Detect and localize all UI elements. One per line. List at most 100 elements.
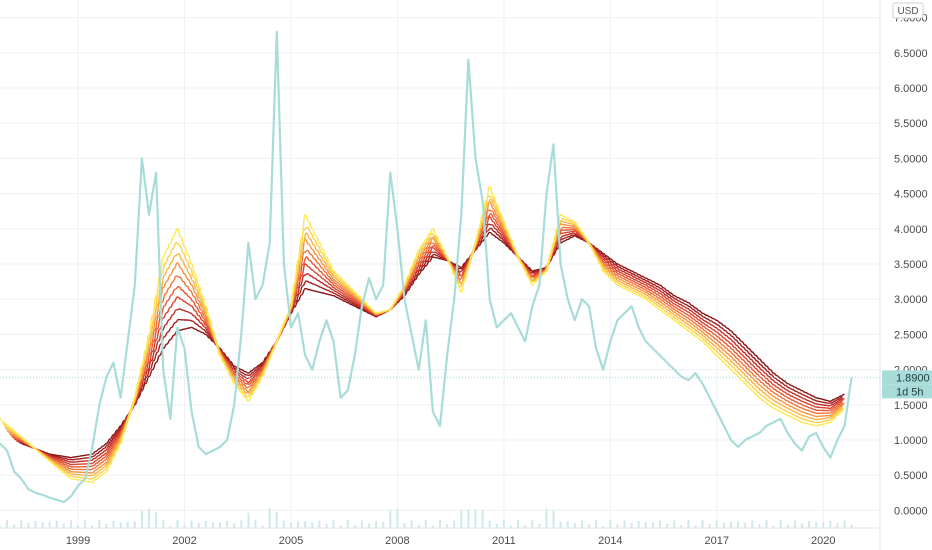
volume-bar <box>41 521 44 528</box>
currency-unit-box: USD <box>892 2 924 19</box>
ribbon-line <box>9 209 844 471</box>
volume-bar <box>325 524 328 528</box>
volume-bar <box>815 522 818 528</box>
chart-grid <box>0 0 880 528</box>
volume-bar <box>368 523 371 528</box>
volume-bar <box>488 520 491 528</box>
ribbon-line <box>18 227 843 461</box>
y-tick-label: 4.0000 <box>894 224 928 236</box>
volume-bar <box>346 520 349 528</box>
x-tick-label: 2011 <box>492 535 516 547</box>
volume-bar <box>69 520 72 528</box>
volume-bar <box>34 521 37 528</box>
y-tick-label: 3.5000 <box>894 259 928 271</box>
volume-bar <box>680 525 683 528</box>
y-tick-label: 1.0000 <box>894 435 928 447</box>
x-tick-label: 1999 <box>66 535 90 547</box>
volume-bar <box>98 520 101 528</box>
volume-bar <box>808 521 811 528</box>
volume-bar <box>254 520 257 528</box>
volume-bar <box>0 526 1 528</box>
volume-bar <box>155 512 158 528</box>
volume-bar <box>261 525 264 528</box>
volume-bar <box>446 524 449 528</box>
volume-bar <box>318 520 321 528</box>
price-line <box>0 30 853 504</box>
ribbon-line <box>11 213 843 468</box>
volume-bar <box>822 522 825 528</box>
volume-bar <box>176 520 179 528</box>
volume-bar <box>332 520 335 528</box>
volume-bar <box>211 521 214 528</box>
volume-bar <box>531 520 534 528</box>
volume-bar <box>389 509 392 528</box>
volume-bar <box>602 525 605 528</box>
volume-bar <box>410 520 413 528</box>
volume-bar <box>524 525 527 528</box>
volume-bar <box>729 521 732 528</box>
volume-bar <box>517 520 520 528</box>
ribbon-line <box>4 198 843 477</box>
x-tick-label: 2017 <box>705 535 729 547</box>
volume-bar <box>424 520 427 528</box>
volume-bar <box>609 520 612 528</box>
ribbon-line <box>14 216 845 466</box>
volume-bar <box>467 509 470 528</box>
currency-unit-label: USD <box>897 6 918 17</box>
volume-bar <box>786 524 789 528</box>
volume-bar <box>282 520 285 528</box>
volume-bar <box>375 520 378 528</box>
volume-bar <box>637 521 640 528</box>
volume-bars <box>0 508 853 528</box>
volume-bar <box>616 524 619 528</box>
volume-bar <box>48 522 51 528</box>
volume-bar <box>651 522 654 528</box>
volume-bar <box>673 520 676 528</box>
volume-bar <box>772 525 775 528</box>
volume-bar <box>6 520 9 528</box>
volume-bar <box>453 520 456 528</box>
volume-bar <box>829 521 832 528</box>
volume-bar <box>850 524 853 528</box>
volume-bar <box>495 523 498 528</box>
volume-bar <box>580 520 583 528</box>
volume-bar <box>247 512 250 528</box>
y-tick-label: 6.0000 <box>894 83 928 95</box>
volume-bar <box>268 508 271 528</box>
y-tick-label: 2.5000 <box>894 329 928 341</box>
volume-bar <box>644 521 647 528</box>
volume-bar <box>460 510 463 528</box>
volume-bar <box>13 524 16 528</box>
volume-bar <box>687 520 690 528</box>
moving-average-ribbon <box>0 185 845 483</box>
volume-bar <box>289 522 292 528</box>
volume-bar <box>148 508 151 528</box>
volume-bar <box>566 521 569 528</box>
volume-bar <box>779 520 782 528</box>
y-tick-label: 1.5000 <box>894 400 928 412</box>
ribbon-line <box>0 185 845 483</box>
volume-bar <box>744 522 747 528</box>
volume-bar <box>240 520 243 528</box>
volume-bar <box>765 520 768 528</box>
x-tick-label: 2014 <box>598 535 622 547</box>
x-tick-label: 2008 <box>385 535 409 547</box>
volume-bar <box>439 520 441 528</box>
volume-bar <box>119 522 122 528</box>
y-tick-label: 5.5000 <box>894 118 928 130</box>
price-axis[interactable]: 0.00000.50001.00001.50002.00002.50003.00… <box>894 13 928 518</box>
volume-bar <box>545 508 548 528</box>
volume-bar <box>708 523 711 528</box>
price-series-line <box>0 30 853 504</box>
volume-bar <box>297 521 300 528</box>
volume-bar <box>105 523 108 528</box>
time-axis[interactable]: 1999 2002 2005 2008 2011 2014 2017 2020 <box>66 535 836 547</box>
volume-bar <box>162 520 165 528</box>
last-price-label: 1.8900 <box>896 372 930 384</box>
volume-bar <box>417 524 420 528</box>
volume-bar <box>360 520 363 528</box>
volume-bar <box>509 525 512 528</box>
volume-bar <box>751 520 754 528</box>
volume-bar <box>204 521 207 528</box>
